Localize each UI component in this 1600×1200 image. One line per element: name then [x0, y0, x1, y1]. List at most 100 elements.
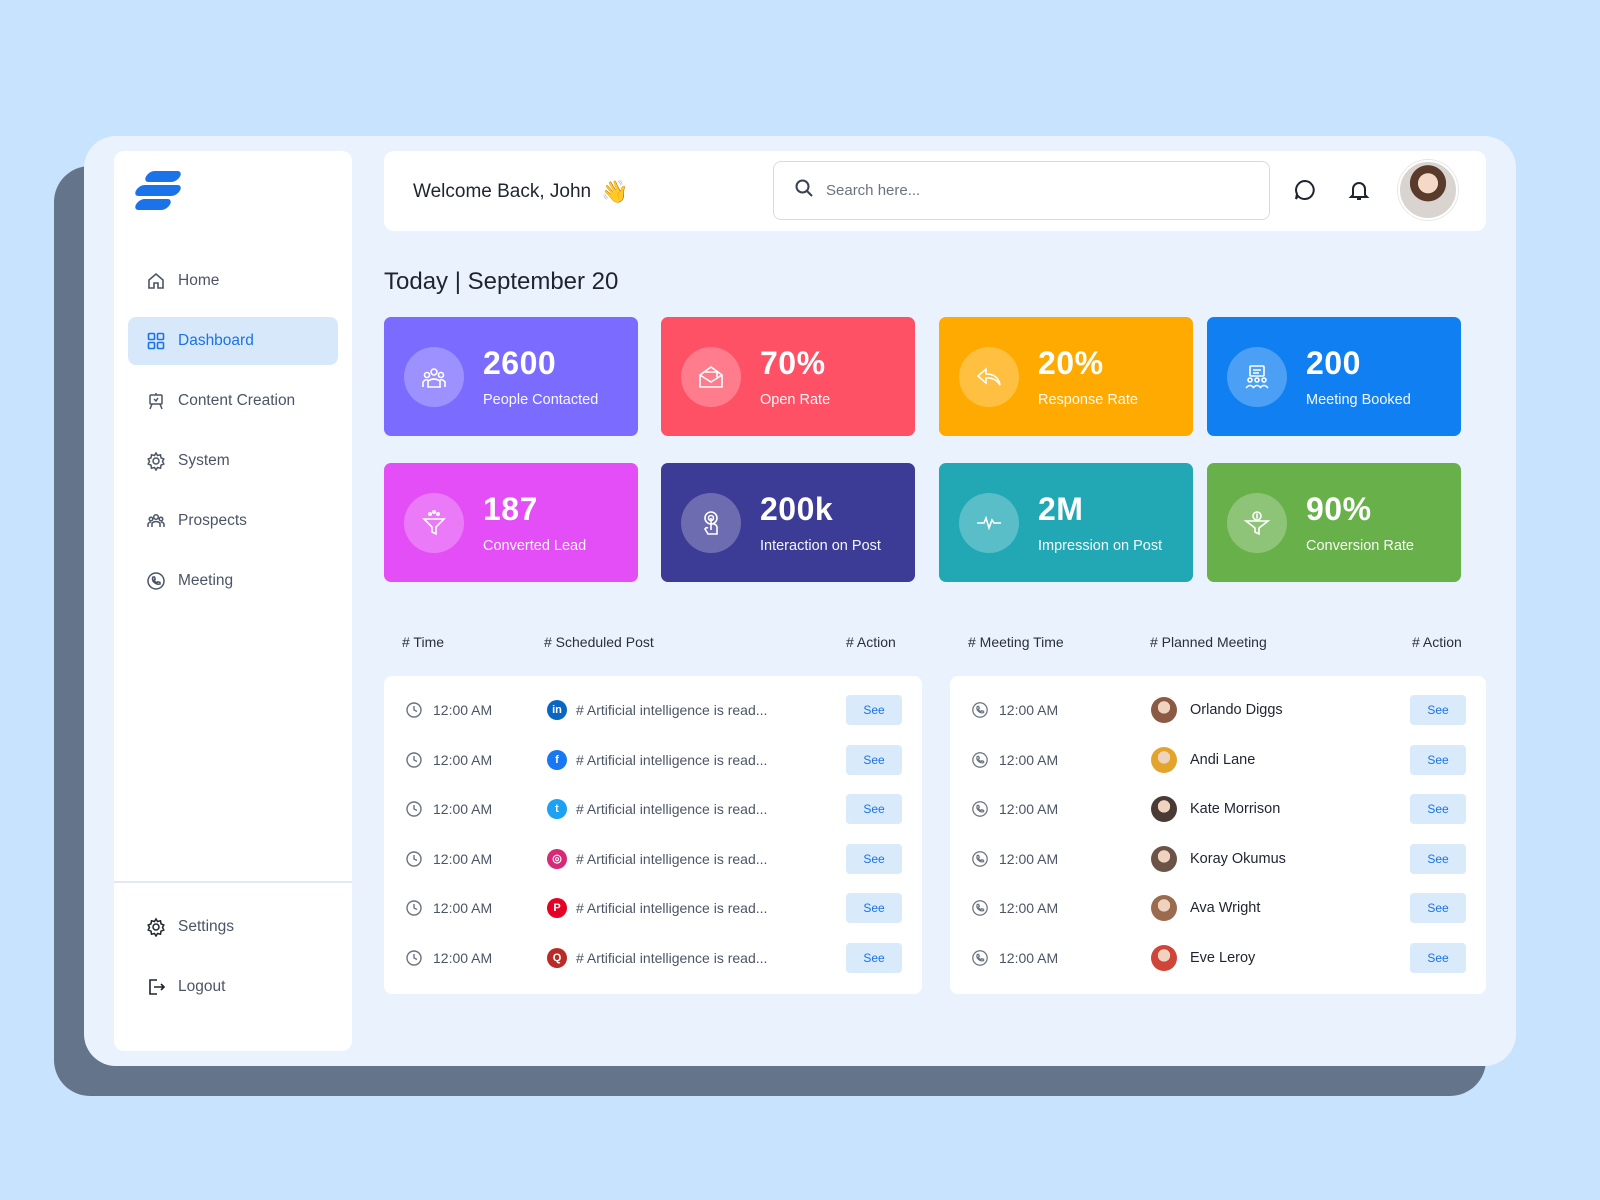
stat-card[interactable]: 70% Open Rate: [661, 317, 915, 436]
see-post-button[interactable]: See: [846, 744, 902, 775]
post-title: # Artificial intelligence is read...: [576, 850, 768, 867]
stat-card[interactable]: 200 Meeting Booked: [1207, 317, 1461, 436]
funnel-icon: [404, 493, 464, 553]
table-row: 12:00 AM t # Artificial intelligence is re…: [384, 794, 922, 825]
clock-icon: [405, 701, 423, 719]
see-post-button[interactable]: See: [846, 943, 902, 973]
post-time: 12:00 AM: [433, 850, 493, 867]
sidebar: Home Dashboard Content Creation System: [114, 151, 352, 1051]
meeting-time: 12:00 AM: [999, 751, 1059, 768]
chat-icon[interactable]: [1292, 177, 1318, 203]
reply-icon: [959, 347, 1019, 407]
sidebar-item-label: Prospects: [178, 512, 247, 529]
see-meeting-button[interactable]: See: [1410, 843, 1466, 874]
meetings-header-action: # Action: [1412, 634, 1462, 650]
meeting-time: 12:00 AM: [999, 850, 1059, 867]
stat-label: Impression on Post: [1038, 538, 1163, 554]
sidebar-item-home[interactable]: Home: [128, 257, 338, 305]
stat-value: 2600: [483, 345, 557, 381]
main-nav: Home Dashboard Content Creation System: [128, 257, 338, 617]
easel-icon: [146, 391, 166, 411]
see-post-button[interactable]: See: [846, 843, 902, 874]
see-meeting-button[interactable]: See: [1410, 794, 1466, 825]
people-icon: [146, 511, 166, 531]
see-meeting-button[interactable]: See: [1410, 943, 1466, 973]
stat-value: 20%: [1038, 345, 1104, 381]
search-box: [773, 161, 1270, 220]
facebook-icon: f: [547, 749, 567, 770]
phone-icon: [971, 701, 989, 719]
table-row: 12:00 AM Koray Okumus See: [950, 843, 1486, 874]
stat-value: 90%: [1306, 491, 1372, 527]
stat-card[interactable]: 187 Converted Lead: [384, 463, 638, 582]
sidebar-item-label: System: [178, 452, 230, 469]
sidebar-item-content-creation[interactable]: Content Creation: [128, 377, 338, 425]
see-meeting-button[interactable]: See: [1410, 744, 1466, 775]
avatar: [1151, 796, 1177, 823]
meeting-person-name: Andi Lane: [1190, 751, 1256, 768]
stat-value: 200: [1306, 345, 1361, 381]
phone-icon: [971, 850, 989, 868]
linkedin-icon: in: [547, 700, 567, 720]
waving-hand-icon: 👋: [601, 179, 629, 204]
sidebar-item-label: Content Creation: [178, 392, 296, 409]
stat-card[interactable]: 2M Impression on Post: [939, 463, 1193, 582]
search-input[interactable]: [826, 182, 1226, 199]
stat-label: Open Rate: [760, 392, 831, 408]
table-row: 12:00 AM Q # Artificial intelligence is re…: [384, 943, 922, 973]
sidebar-item-system[interactable]: System: [128, 437, 338, 485]
touch-icon: [681, 493, 741, 553]
post-title: # Artificial intelligence is read...: [576, 900, 768, 917]
sidebar-item-prospects[interactable]: Prospects: [128, 497, 338, 545]
money-funnel-icon: [1227, 493, 1287, 553]
avatar: [1151, 945, 1177, 971]
post-time: 12:00 AM: [433, 801, 493, 818]
table-row: 12:00 AM Kate Morrison See: [950, 794, 1486, 825]
stat-card[interactable]: 90% Conversion Rate: [1207, 463, 1461, 582]
table-row: 12:00 AM in # Artificial intelligence is r…: [384, 695, 922, 725]
table-row: 12:00 AM f # Artificial intelligence is re…: [384, 744, 922, 775]
sidebar-item-settings[interactable]: Settings: [128, 903, 338, 951]
sidebar-item-dashboard[interactable]: Dashboard: [128, 317, 338, 365]
phone-icon: [146, 571, 166, 591]
user-avatar[interactable]: [1398, 160, 1458, 220]
home-icon: [146, 271, 166, 291]
stat-value: 200k: [760, 491, 834, 527]
phone-icon: [971, 800, 989, 818]
bell-icon[interactable]: [1346, 177, 1372, 203]
table-row: 12:00 AM Eve Leroy See: [950, 943, 1486, 973]
pinterest-icon: P: [547, 898, 567, 919]
instagram-icon: ◎: [547, 848, 567, 869]
sidebar-item-meeting[interactable]: Meeting: [128, 557, 338, 605]
posts-header-post: # Scheduled Post: [544, 634, 654, 650]
table-row: 12:00 AM ◎ # Artificial intelligence is re…: [384, 843, 922, 874]
app-logo[interactable]: [132, 169, 184, 213]
see-post-button[interactable]: See: [846, 695, 902, 725]
meeting-person-name: Orlando Diggs: [1190, 702, 1283, 718]
see-post-button[interactable]: See: [846, 794, 902, 825]
stat-label: Meeting Booked: [1306, 392, 1411, 408]
meeting-person-name: Koray Okumus: [1190, 850, 1286, 867]
meeting-person-name: Ava Wright: [1190, 900, 1261, 917]
phone-icon: [971, 751, 989, 769]
stat-card[interactable]: 200k Interaction on Post: [661, 463, 915, 582]
stat-value: 70%: [760, 345, 826, 381]
see-meeting-button[interactable]: See: [1410, 893, 1466, 924]
scheduled-posts-table: 12:00 AM in # Artificial intelligence is r…: [384, 676, 922, 994]
post-time: 12:00 AM: [433, 950, 493, 966]
top-header: Welcome Back, John 👋: [384, 151, 1486, 231]
sidebar-item-logout[interactable]: Logout: [128, 963, 338, 1011]
see-meeting-button[interactable]: See: [1410, 695, 1466, 725]
logout-icon: [146, 977, 166, 997]
stat-label: People Contacted: [483, 392, 599, 408]
stat-card[interactable]: 2600 People Contacted: [384, 317, 638, 436]
app-window: Home Dashboard Content Creation System: [84, 136, 1516, 1066]
stat-card[interactable]: 20% Response Rate: [939, 317, 1193, 436]
sidebar-divider: [114, 881, 352, 883]
post-title: # Artificial intelligence is read...: [576, 702, 768, 718]
see-post-button[interactable]: See: [846, 893, 902, 924]
post-title: # Artificial intelligence is read...: [576, 950, 768, 966]
search-icon: [794, 178, 814, 203]
posts-header-time: # Time: [402, 634, 445, 650]
clock-icon: [405, 800, 423, 818]
